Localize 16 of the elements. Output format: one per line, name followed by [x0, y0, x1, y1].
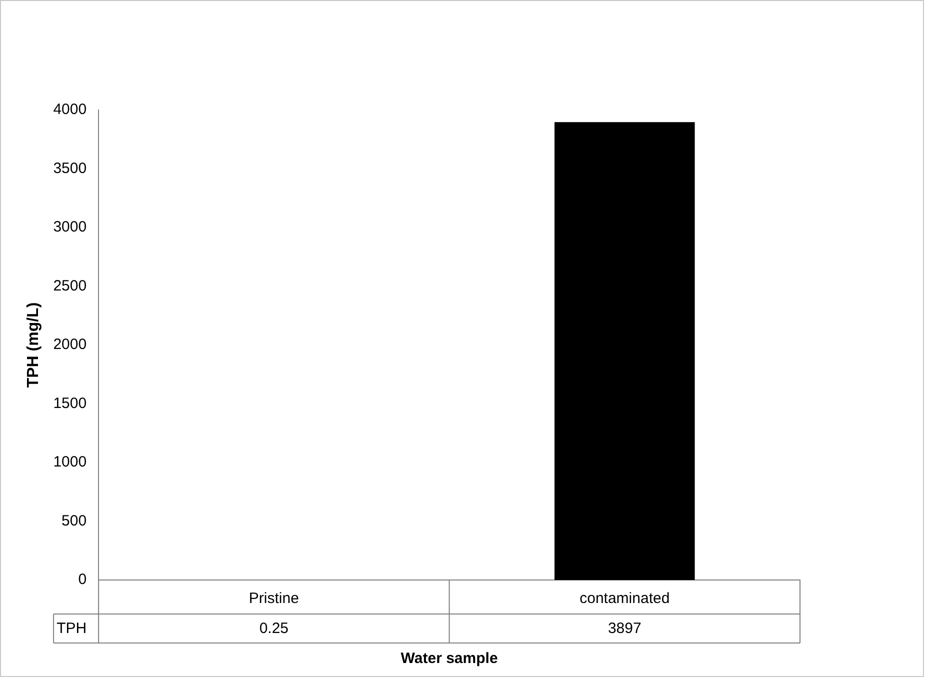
x-tick-label: contaminated: [580, 590, 670, 608]
y-tick-label: 500: [62, 512, 87, 530]
x-axis-title: Water sample: [400, 650, 498, 668]
x-tick-label: Pristine: [248, 590, 299, 608]
y-tick-label: 0: [78, 571, 87, 588]
y-tick-label: 1500: [53, 394, 87, 412]
y-tick-label: 4000: [53, 101, 87, 118]
y-axis-title: TPH (mg/L): [25, 302, 42, 388]
y-tick-label: 2000: [53, 336, 87, 354]
y-tick-label: 3000: [53, 218, 87, 236]
y-tick-label: 2500: [53, 277, 87, 294]
data-label: 3897: [608, 620, 642, 638]
y-tick-label: 1000: [53, 454, 87, 471]
y-tick-label: 3500: [53, 160, 87, 177]
data-label: 0.25: [259, 620, 289, 638]
text: TPH: [56, 620, 87, 638]
